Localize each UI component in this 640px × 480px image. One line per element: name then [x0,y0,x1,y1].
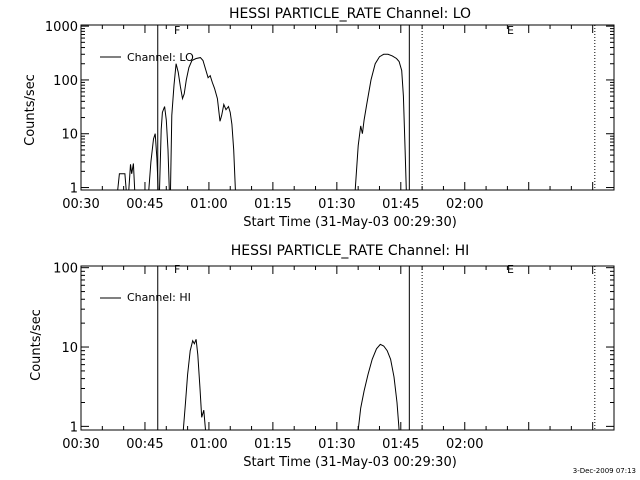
x-tick-label: 00:30 [62,437,99,452]
marker-label-f: F [174,24,180,37]
y-axis-label: Counts/sec [29,309,44,381]
plot-timestamp: 3-Dec-2009 07:13 [573,467,636,475]
chart-panel-hi: HESSI PARTICLE_RATE Channel: HI Start Ti… [29,243,615,470]
marker-label-e: E [507,263,514,276]
marker-label-e: E [507,24,514,37]
x-tick-label: 02:00 [446,197,483,212]
marker-label-f: F [174,263,180,276]
legend-entry-label: Channel: HI [127,291,191,304]
y-tick-label: 1 [70,420,78,435]
plot-frame [80,265,615,431]
x-axis-label: Start Time (31-May-03 00:29:30) [243,215,457,230]
x-tick-label: 01:45 [382,197,419,212]
x-tick-label: 00:30 [62,197,99,212]
series-line [159,106,170,191]
plot-frame [80,24,615,191]
series-line [148,133,159,191]
x-tick-label: 00:45 [126,437,163,452]
x-tick-label: 01:45 [382,437,419,452]
series-line [117,173,127,191]
x-tick-label: 01:00 [190,197,227,212]
series-line [354,53,407,191]
chart-panel-lo: HESSI PARTICLE_RATE Channel: LO Start Ti… [23,6,615,230]
series-line [128,163,136,191]
y-tick-label: 10 [61,128,78,143]
x-tick-label: 01:00 [190,437,227,452]
series-line [182,339,206,431]
y-tick-label: 1 [70,182,78,197]
x-tick-label: 01:15 [254,437,291,452]
chart-title: HESSI PARTICLE_RATE Channel: HI [231,243,469,259]
x-tick-label: 01:30 [318,197,355,212]
x-tick-label: 00:45 [126,197,163,212]
y-tick-label: 100 [53,74,78,89]
legend-entry-label: Channel: LO [127,51,194,64]
x-tick-label: 01:30 [318,437,355,452]
chart-title: HESSI PARTICLE_RATE Channel: LO [229,6,471,22]
series-line [357,343,400,431]
x-axis-label: Start Time (31-May-03 00:29:30) [243,455,457,470]
x-tick-label: 01:15 [254,197,291,212]
y-tick-label: 1000 [45,20,78,35]
series-line [170,57,236,191]
y-tick-label: 10 [61,341,78,356]
x-tick-label: 02:00 [446,437,483,452]
y-tick-label: 100 [53,262,78,277]
y-axis-label: Counts/sec [23,74,38,146]
